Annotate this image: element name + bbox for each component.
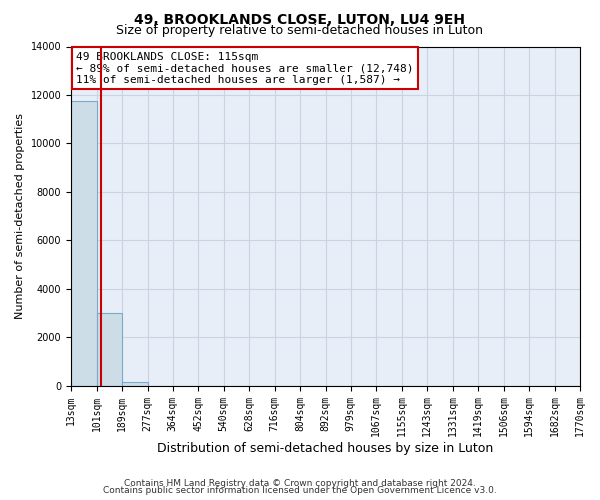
X-axis label: Distribution of semi-detached houses by size in Luton: Distribution of semi-detached houses by … <box>157 442 494 455</box>
Bar <box>97 313 122 386</box>
Text: Contains HM Land Registry data © Crown copyright and database right 2024.: Contains HM Land Registry data © Crown c… <box>124 478 476 488</box>
Bar <box>71 101 97 386</box>
Text: 49 BROOKLANDS CLOSE: 115sqm
← 89% of semi-detached houses are smaller (12,748)
1: 49 BROOKLANDS CLOSE: 115sqm ← 89% of sem… <box>76 52 413 85</box>
Y-axis label: Number of semi-detached properties: Number of semi-detached properties <box>15 113 25 319</box>
Text: Contains public sector information licensed under the Open Government Licence v3: Contains public sector information licen… <box>103 486 497 495</box>
Text: Size of property relative to semi-detached houses in Luton: Size of property relative to semi-detach… <box>116 24 484 37</box>
Text: 49, BROOKLANDS CLOSE, LUTON, LU4 9EH: 49, BROOKLANDS CLOSE, LUTON, LU4 9EH <box>134 12 466 26</box>
Bar <box>122 382 148 386</box>
